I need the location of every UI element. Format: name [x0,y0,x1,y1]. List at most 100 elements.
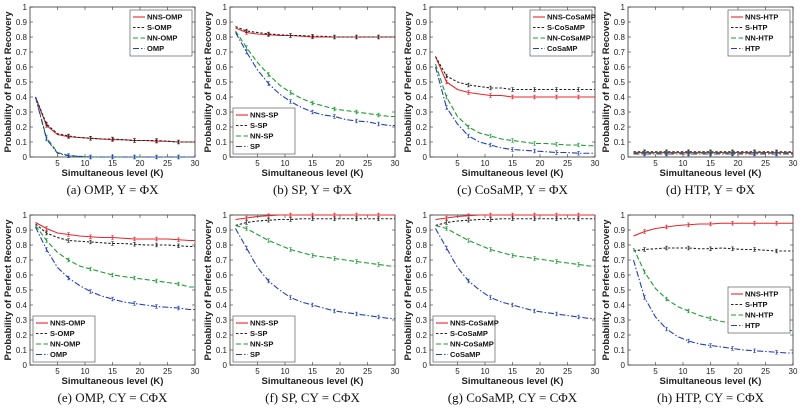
x-axis-label: Simultaneous level (K) [62,376,164,387]
y-tick-label: 0 [23,153,28,162]
y-tick-label: 0.5 [16,78,28,87]
y-tick-label: 0.3 [216,108,228,117]
y-tick-label: 0.4 [216,93,228,102]
legend-entry: NNS-CoSaMP [547,13,596,22]
y-tick-label: 0.9 [216,18,228,27]
legend-entry: S-OMP [50,329,75,338]
series-line [434,63,595,147]
y-tick-label: 0.9 [16,18,28,27]
legend-entry: NNS-SP [250,319,278,328]
x-axis-label: Simultaneous level (K) [660,168,762,179]
y-axis-label: Probability of Perfect Recovery [403,219,414,361]
y-tick-label: 0 [223,361,228,370]
legend-entry: HTP [745,321,760,330]
series-line [35,225,195,288]
subfigure-caption: (f) SP, CY = CΦX [265,390,360,405]
x-tick-label: 30 [789,367,798,376]
chart-panel: 00.10.20.30.40.50.60.70.80.915 10 15 20 25 30… [3,3,200,197]
subfigure-caption: (d) HTP, Y = ΦX [666,182,756,197]
y-tick-label: 0.8 [614,33,626,42]
legend-entry: NN-CoSaMP [547,34,591,43]
chart-panel: 00.10.20.30.40.50.60.70.80.915 10 15 20 25 30… [601,3,798,197]
series-line [632,259,793,354]
y-tick-label: 0.6 [216,63,228,72]
x-tick-label: 5 [55,159,60,168]
x-tick-label: 25 [761,367,770,376]
x-axis-label: Simultaneous level (K) [62,168,164,179]
y-tick-label: 0.6 [614,63,626,72]
y-tick-label: 0.7 [216,256,228,265]
series-line [434,56,595,98]
subfigure-caption: (h) HTP, CY = CΦX [657,390,765,405]
y-axis-label: Probability of Perfect Recovery [3,11,14,153]
x-tick-label: 15 [508,159,517,168]
series-line [235,214,395,221]
y-tick-label: 1 [223,3,228,12]
y-tick-label: 0.3 [614,316,626,325]
y-tick-label: 1 [23,3,28,12]
y-tick-label: 0.2 [16,123,28,132]
y-tick-label: 0.9 [416,226,428,235]
x-axis-label: Simultaneous level (K) [262,168,364,179]
series-line [235,25,395,38]
x-tick-label: 25 [363,367,372,376]
legend-entry: NN-SP [250,132,273,141]
y-tick-label: 0 [621,361,626,370]
y-tick-label: 0.8 [16,33,28,42]
legend-entry: S-CoSaMP [547,23,585,32]
legend-entry: NN-OMP [50,340,80,349]
y-tick-label: 0.5 [416,286,428,295]
y-tick-label: 0.6 [16,63,28,72]
y-tick-label: 0.7 [216,48,228,57]
x-tick-label: 30 [789,159,798,168]
x-axis-label: Simultaneous level (K) [462,168,564,179]
y-tick-label: 0.1 [16,138,28,147]
x-tick-label: 10 [481,367,490,376]
x-tick-label: 5 [255,159,260,168]
y-tick-label: 0.9 [216,226,228,235]
y-axis-label: Probability of Perfect Recovery [601,11,612,153]
x-tick-label: 30 [391,159,400,168]
y-tick-label: 0.5 [216,286,228,295]
y-tick-label: 0.8 [416,241,428,250]
x-tick-label: 5 [455,159,460,168]
y-tick-label: 0.3 [416,316,428,325]
x-tick-label: 5 [255,367,260,376]
x-tick-label: 10 [679,159,688,168]
y-axis-label: Probability of Perfect Recovery [203,11,214,153]
x-tick-label: 30 [591,367,600,376]
x-tick-label: 25 [163,159,172,168]
y-tick-label: 0.5 [416,78,428,87]
legend-entry: NNS-SP [250,111,278,120]
y-tick-label: 0.3 [16,108,28,117]
x-axis-label: Simultaneous level (K) [262,376,364,387]
x-tick-label: 20 [734,159,743,168]
legend-entry: S-CoSaMP [450,329,488,338]
legend-entry: S-HTP [745,300,768,309]
legend-entry: CoSaMP [547,44,577,53]
legend-box [727,286,791,334]
series-line [35,223,195,248]
y-tick-label: 0 [621,153,626,162]
y-axis-label: Probability of Perfect Recovery [403,11,414,153]
y-tick-label: 0.2 [416,123,428,132]
y-tick-label: 1 [423,3,428,12]
y-tick-label: 0.2 [614,123,626,132]
y-tick-label: 0.2 [416,331,428,340]
chart-panel: 00.10.20.30.40.50.60.70.80.915 10 15 20 25 30… [3,211,200,405]
y-tick-label: 0.7 [16,256,28,265]
x-tick-label: 20 [536,367,545,376]
y-tick-label: 0.3 [614,108,626,117]
y-tick-label: 0.2 [16,331,28,340]
y-tick-label: 0.6 [416,63,428,72]
x-tick-label: 20 [336,159,345,168]
legend-entry: NN-HTP [745,311,773,320]
series-line [235,218,395,227]
x-tick-label: 15 [308,367,317,376]
legend-entry: NNS-HTP [745,13,778,22]
y-tick-label: 0.8 [216,33,228,42]
